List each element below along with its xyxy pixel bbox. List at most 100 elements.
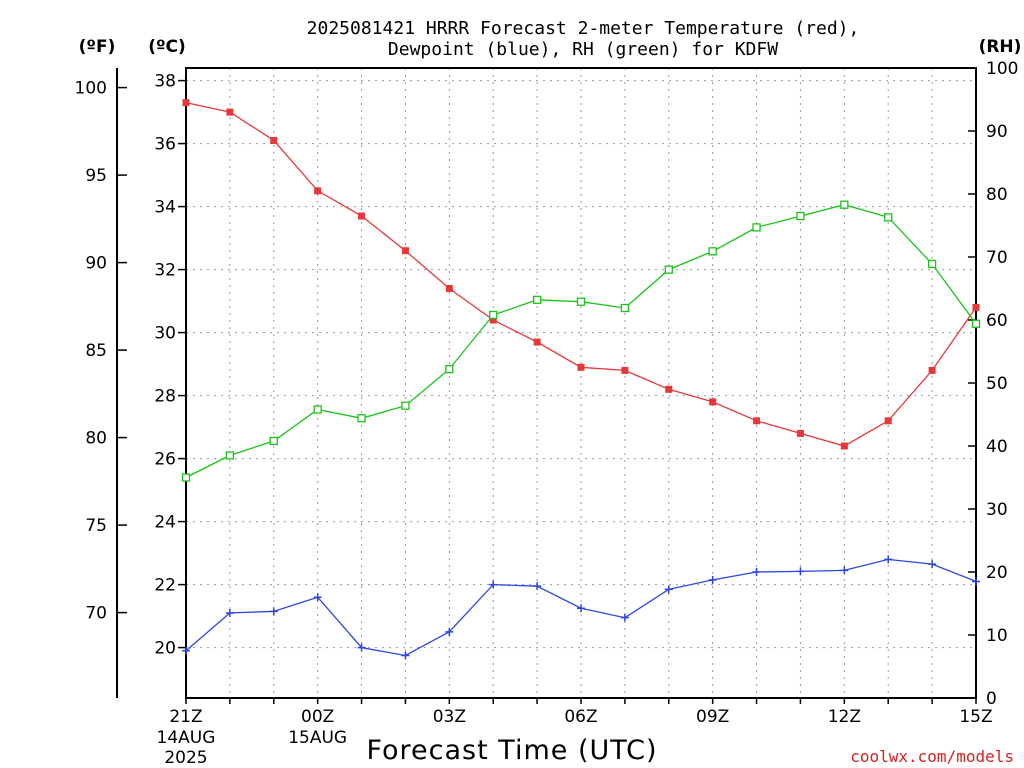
dewpoint-point: [225, 608, 234, 617]
rh-point: [532, 295, 542, 304]
temperature-point: [182, 99, 190, 107]
rh-point: [357, 414, 366, 423]
fahrenheit-tick-label: 85: [85, 341, 107, 361]
rh-point: [181, 473, 191, 482]
x-tick-label: 12Z: [828, 707, 861, 727]
x-tick-sublabel: 15AUG: [288, 728, 347, 748]
rh-tick-label: 10: [986, 626, 1008, 646]
x-tick-label: 00Z: [301, 707, 334, 727]
temperature-point: [489, 316, 497, 324]
axis-ticks: 20 22 24 26 28 30 32 34 36 38 70 75 80 85 90 95 100 0 10 20…: [75, 59, 1019, 768]
fahrenheit-tick-label: 90: [85, 254, 107, 274]
rh-tick-label: 90: [986, 122, 1008, 142]
data-series: [181, 99, 981, 660]
rh-point: [313, 405, 322, 414]
dewpoint-point: [489, 580, 498, 589]
temperature-point: [884, 417, 892, 425]
rh-tick-label: 50: [986, 374, 1008, 394]
dewpoint-point: [269, 607, 278, 616]
dewpoint-point: [577, 604, 585, 613]
rh-tick-label: 20: [986, 563, 1008, 583]
celsius-unit-label: (ºC): [148, 37, 186, 57]
celsius-tick-label: 26: [154, 450, 176, 470]
temperature-point: [533, 338, 541, 346]
rh-point: [489, 310, 498, 320]
dewpoint-point: [533, 582, 542, 591]
temperature-point: [840, 442, 848, 450]
celsius-tick-label: 34: [154, 198, 176, 218]
temperature-point: [270, 136, 278, 144]
temperature-point: [972, 303, 980, 311]
rh-tick-label: 40: [986, 437, 1008, 457]
rh-tick-label: 80: [986, 185, 1008, 205]
dewpoint-point: [357, 643, 366, 652]
x-tick-sublabel: 2025: [164, 748, 207, 768]
chart-title-line1: 2025081421 HRRR Forecast 2-meter Tempera…: [307, 18, 860, 39]
rh-point: [752, 223, 761, 232]
temperature-point: [577, 363, 585, 371]
celsius-tick-label: 30: [154, 324, 176, 344]
celsius-tick-label: 28: [154, 387, 176, 407]
temperature-point: [796, 429, 804, 437]
temperature-line: [185, 101, 977, 447]
celsius-tick-label: 20: [154, 639, 176, 659]
x-tick-label: 21Z: [169, 707, 202, 727]
temperature-point: [401, 247, 409, 255]
rh-tick-label: 70: [986, 248, 1008, 268]
rh-point: [927, 259, 937, 269]
rh-point: [708, 247, 717, 256]
rh-point: [664, 265, 673, 274]
fahrenheit-unit-label: (ºF): [79, 37, 116, 57]
x-tick-label: 06Z: [564, 707, 597, 727]
rh-tick-label: 30: [986, 500, 1008, 520]
temperature-point: [314, 187, 322, 195]
dewpoint-point: [972, 577, 980, 586]
dewpoint-point: [401, 651, 410, 660]
rh-point: [269, 436, 278, 446]
rh-point: [796, 211, 805, 221]
temperature-point: [665, 385, 673, 393]
celsius-tick-label: 36: [154, 135, 176, 155]
temperature-point: [753, 417, 761, 425]
fahrenheit-tick-label: 75: [85, 516, 107, 536]
rh-tick-label: 100: [986, 59, 1018, 79]
dewpoint-point: [708, 575, 717, 584]
temperature-point: [928, 366, 936, 374]
rh-point: [620, 303, 630, 313]
dewpoint-point: [313, 593, 322, 602]
rh-point: [401, 401, 410, 410]
rh-point: [884, 213, 893, 222]
rh-point: [840, 200, 849, 209]
x-axis-label: Forecast Time (UTC): [366, 735, 657, 766]
rh-point: [225, 451, 235, 460]
temperature-point: [445, 285, 453, 292]
celsius-tick-label: 24: [154, 513, 176, 533]
celsius-tick-label: 38: [154, 72, 176, 92]
rh-unit-label: (RH): [979, 37, 1022, 57]
fahrenheit-tick-label: 70: [85, 604, 107, 624]
rh-tick-label: 60: [986, 311, 1008, 331]
chart-title-line2: Dewpoint (blue), RH (green) for KDFW: [388, 39, 778, 60]
x-tick-sublabel: 14AUG: [157, 728, 216, 748]
celsius-tick-label: 32: [154, 261, 176, 281]
dewpoint-point: [752, 568, 761, 576]
x-tick-label: 09Z: [696, 707, 729, 727]
fahrenheit-tick-label: 80: [85, 429, 107, 449]
celsius-tick-label: 22: [154, 576, 176, 596]
temperature-point: [709, 398, 717, 406]
dewpoint-point: [445, 627, 454, 636]
dewpoint-point: [796, 567, 805, 576]
rh-point: [445, 364, 454, 374]
x-tick-label: 03Z: [433, 707, 466, 727]
temperature-point: [621, 366, 629, 374]
dewpoint-point: [928, 560, 937, 569]
x-tick-label: 15Z: [959, 707, 992, 727]
dewpoint-point: [664, 585, 673, 594]
temperature-point: [226, 108, 234, 116]
fahrenheit-tick-label: 100: [75, 79, 107, 99]
site-credit: coolwx.com/models: [850, 747, 1014, 766]
dewpoint-point: [182, 646, 190, 655]
grid-lines: [186, 68, 976, 698]
fahrenheit-tick-label: 95: [85, 166, 107, 186]
